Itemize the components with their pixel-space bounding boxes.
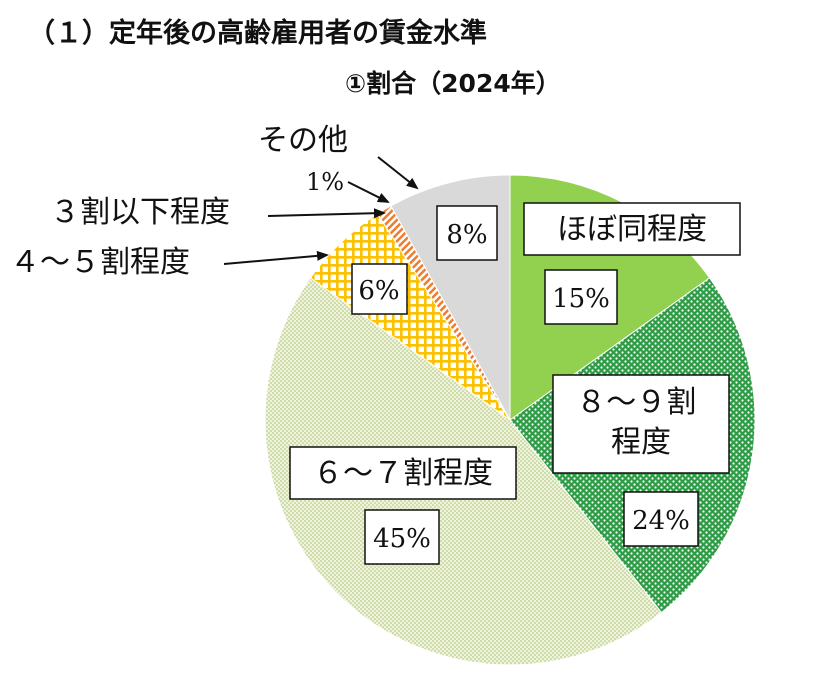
label-6-7-wari: ６～７割程度 — [313, 456, 493, 491]
chart-title: （１）定年後の高齢雇用者の賃金水準 — [28, 17, 487, 49]
callout-labels: その他 ３割以下程度 ４～５割程度 — [10, 123, 348, 280]
callout-3-wari-ika: ３割以下程度 — [50, 195, 230, 230]
label-8-9-wari-line1: ８～９割 — [576, 385, 696, 420]
value-8-9-wari: 24% — [632, 506, 690, 536]
value-sonota: 8% — [446, 220, 487, 250]
value-hobo-douteido: 15% — [552, 284, 610, 314]
value-6-7-wari: 45% — [373, 524, 431, 554]
arrow-1pct — [347, 181, 390, 203]
arrow-sonota — [377, 156, 419, 190]
arrow-4-5-wari — [223, 250, 329, 265]
label-8-9-wari: ８～９割 程度 — [576, 385, 706, 460]
chart-subtitle: ①割合（2024年） — [345, 69, 561, 98]
value-labels: 15% 24% 45% 6% 8% 1% — [306, 168, 699, 565]
value-4-5-wari: 6% — [358, 276, 399, 306]
value-3-wari-ika: 1% — [306, 168, 344, 196]
label-8-9-wari-line2: 程度 — [611, 425, 671, 460]
leader-arrows — [223, 156, 419, 265]
arrow-3-wari-ika — [267, 208, 386, 219]
callout-sonota: その他 — [258, 123, 348, 158]
category-labels: ほぼ同程度 ８～９割 程度 ６～７割程度 — [289, 202, 741, 500]
callout-4-5-wari: ４～５割程度 — [10, 245, 190, 280]
label-hobo-douteido: ほぼ同程度 — [557, 212, 707, 247]
